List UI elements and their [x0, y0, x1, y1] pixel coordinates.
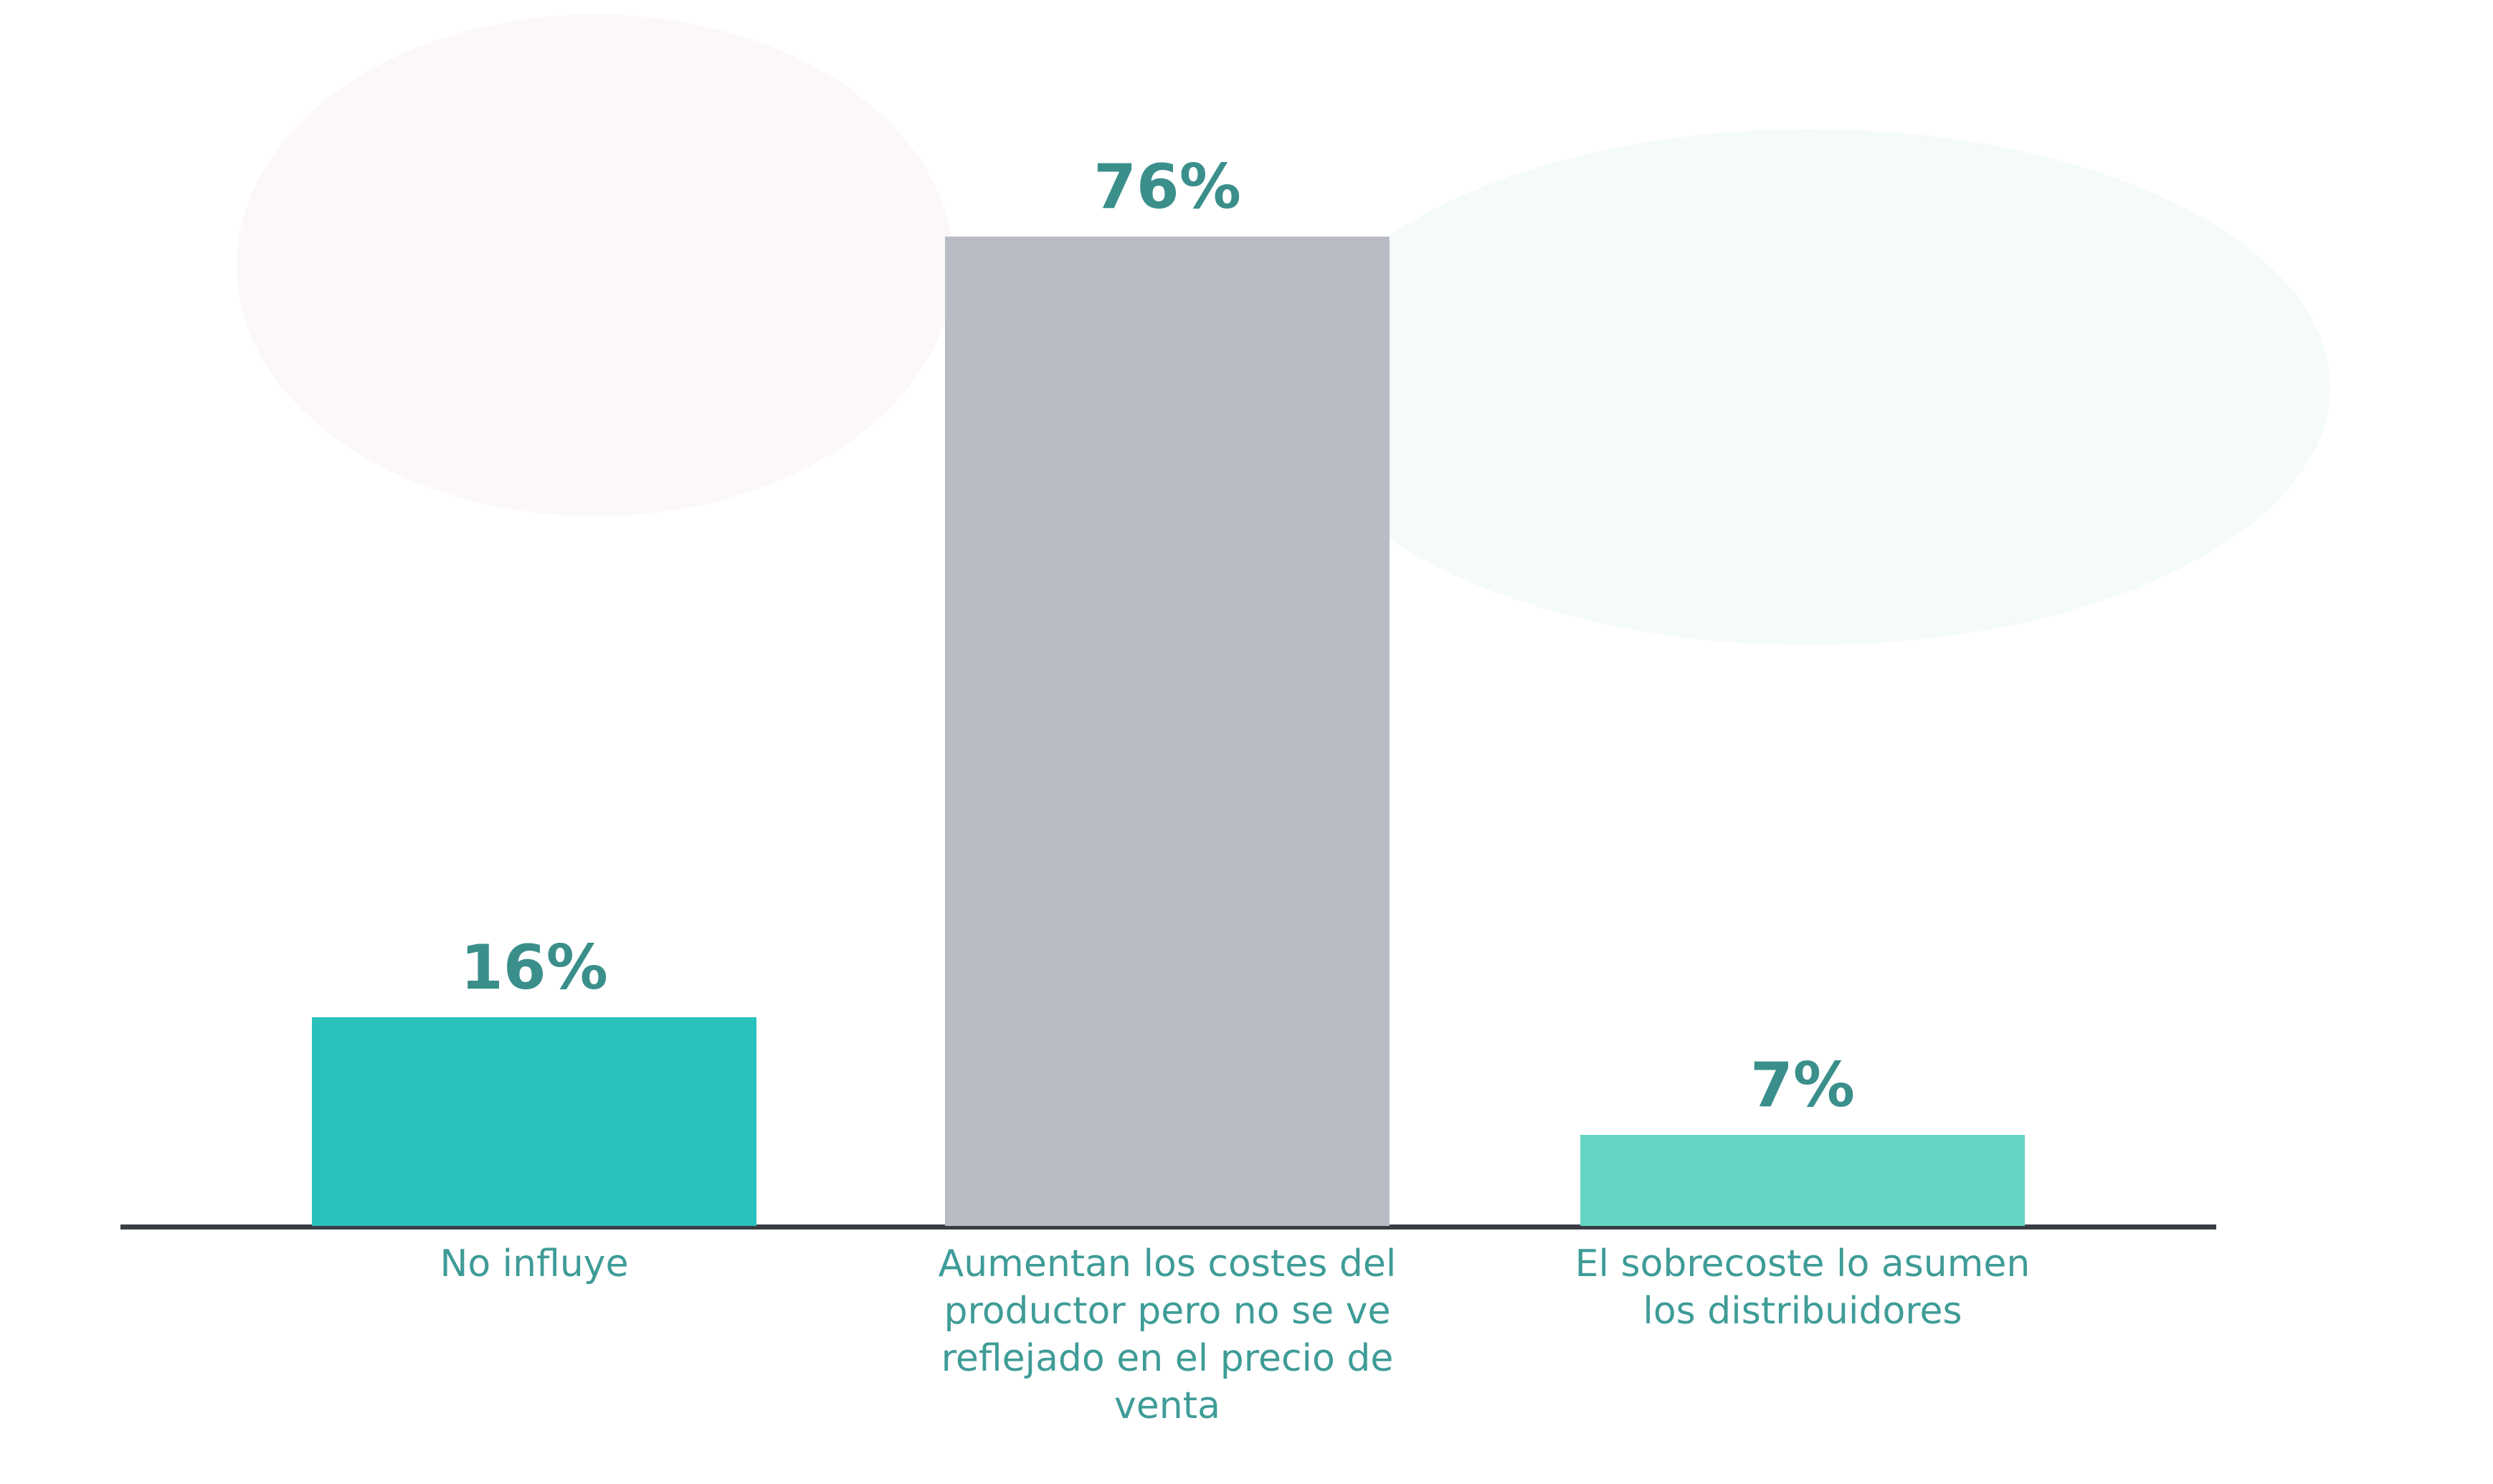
bar [945, 237, 1390, 1226]
background-decoration [237, 14, 954, 516]
x-axis-line [120, 1224, 2216, 1229]
bar [312, 1017, 756, 1226]
value-label: 16% [460, 932, 608, 1004]
bar [1580, 1134, 2025, 1226]
x-tick-label: El sobrecoste lo asumen los distribuidor… [1575, 1242, 2031, 1333]
background-decoration [1291, 129, 2330, 645]
x-tick-label: No influye [440, 1242, 629, 1285]
value-label: 76% [1093, 151, 1241, 223]
x-tick-label: Aumentan los costes del productor pero n… [938, 1242, 1397, 1427]
value-label: 7% [1749, 1049, 1855, 1121]
